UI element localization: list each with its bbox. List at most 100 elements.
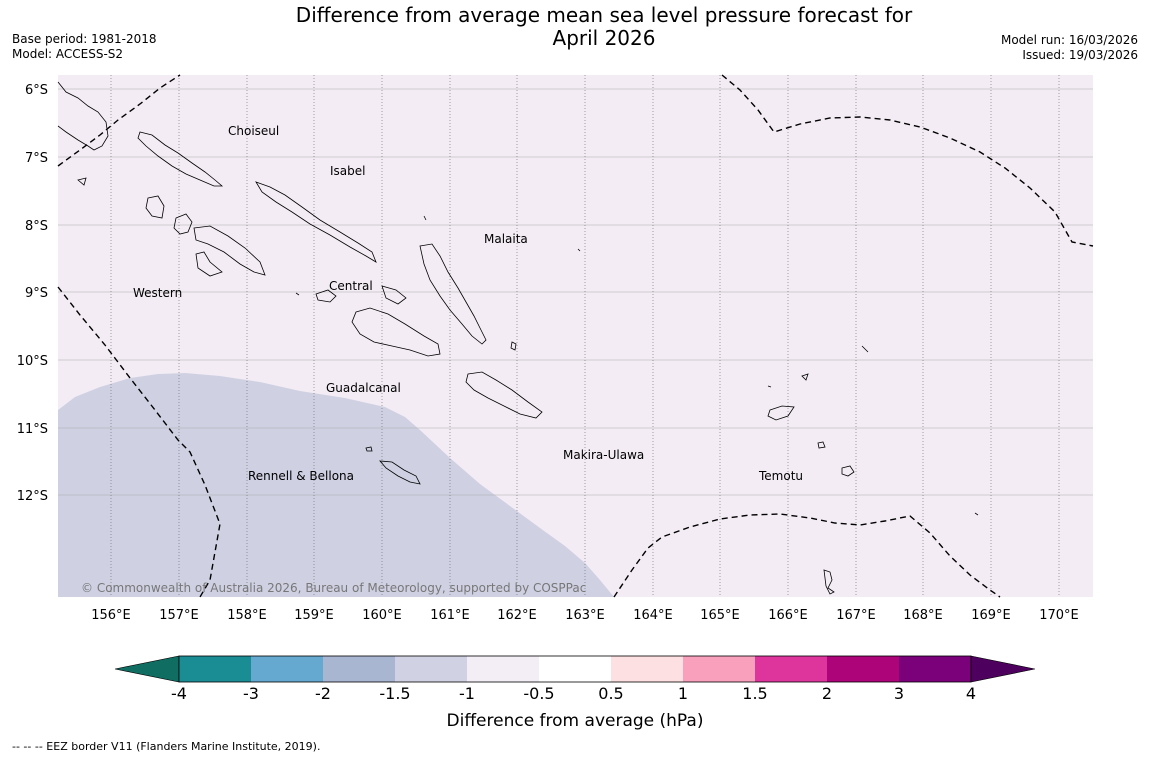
province-label-guadalcanal: Guadalcanal [326,381,401,395]
vanikoro-island [841,465,855,477]
colorbar-tick-labels: -4 -3 -2 -1.5 -1 -0.5 0.5 1 1.5 2 3 4 [171,684,976,703]
province-label-makira-ulawa: Makira-Ulawa [563,448,644,462]
lat-label: 8°S [25,219,48,234]
santa-cruz-island [767,405,795,421]
colorbar-outline [178,655,972,683]
lon-labels: 156°E 157°E 158°E 159°E 160°E 161°E 162°… [91,608,1079,623]
colorbar-extend-low [114,655,180,683]
small-islet [767,385,772,388]
lon-label: 166°E [768,608,808,623]
lon-label: 156°E [91,608,131,623]
title-line-1: Difference from average mean sea level p… [295,3,913,27]
eez-borders [57,74,1094,598]
lon-label: 161°E [430,608,470,623]
lon-label: 162°E [497,608,537,623]
small-islet [295,292,300,296]
isabel-island [255,181,377,263]
lon-label: 170°E [1039,608,1079,623]
colorbar-swatch [323,656,395,682]
colorbar-swatch [251,656,323,682]
base-period-text: Base period: 1981-2018 [12,32,157,46]
colorbar-swatch [611,656,683,682]
longitude-lines [110,75,1060,597]
rennell-island [379,460,421,485]
colorbar-tick-label: -4 [171,684,187,703]
eez-border-southwest [57,286,221,598]
colorbar-tick-label: 1.5 [742,684,767,703]
lon-label: 158°E [227,608,267,623]
small-islet [577,248,581,252]
islands [57,81,979,595]
colorbar-swatch [539,656,611,682]
choiseul-island [137,131,224,187]
model-text: Model: ACCESS-S2 [12,47,124,61]
province-label-rennell-bellona: Rennell & Bellona [248,469,354,483]
eez-border-northeast [721,74,1094,247]
title-line-2: April 2026 [552,26,656,50]
eez-border-northwest [57,74,181,167]
lat-label: 9°S [25,286,48,301]
eez-footnote: -- -- -- EEZ border V11 (Flanders Marine… [12,740,321,753]
lat-label: 10°S [17,354,48,369]
rendova-island [195,251,223,277]
lon-label: 163°E [565,608,605,623]
colorbar-tick-label: -1 [459,684,475,703]
colorbar-swatch [827,656,899,682]
lat-label: 7°S [25,151,48,166]
eez-border-southeast [613,513,1001,598]
small-islet [974,512,979,516]
colorbar-extend-high [970,655,1036,683]
lon-label: 168°E [903,608,943,623]
model-run-text: Model run: 16/03/2026 [1000,33,1138,47]
lon-label: 159°E [294,608,334,623]
chart-title: Difference from average mean sea level p… [0,4,1150,50]
guadalcanal-island [351,307,441,357]
makira-island [465,371,543,419]
province-labels: Choiseul Isabel Malaita Western Central … [133,124,803,483]
malaita-island [419,243,487,345]
nggela-island [315,289,337,303]
lat-label: 12°S [17,489,48,504]
meta-left: Base period: 1981-2018 Model: ACCESS-S2 [12,32,157,62]
ulawa-island [510,341,517,351]
new-georgia-group [193,225,266,276]
colorbar-tick-label: 0.5 [598,684,623,703]
colorbar-tick-label: -1.5 [379,684,410,703]
lon-label: 160°E [362,608,402,623]
russell-island [381,285,407,305]
province-label-temotu: Temotu [758,469,803,483]
new-georgia-island [173,213,193,235]
bougainville-island [57,81,109,151]
province-label-malaita: Malaita [484,232,528,246]
small-islet [77,177,87,186]
colorbar-tick-label: -0.5 [523,684,554,703]
issued-text: Issued: 19/03/2026 [1022,48,1138,62]
colorbar-tick-label: -3 [243,684,259,703]
reef-islands [801,373,809,381]
anomaly-region [58,373,614,597]
colorbar-title: Difference from average (hPa) [447,711,704,731]
colorbar-swatch [899,656,971,682]
colorbar-tick-label: 4 [966,684,976,703]
duff-islands [861,345,869,353]
utupua-island [817,441,826,449]
bellona-island [365,446,373,452]
vella-lavella-island [145,195,165,219]
small-islet [423,215,427,221]
colorbar-swatch [467,656,539,682]
colorbar-swatch [395,656,467,682]
province-label-western: Western [133,286,182,300]
colorbar-tick-label: 2 [822,684,832,703]
lat-label: 6°S [25,83,48,98]
lat-label: 11°S [17,422,48,437]
lat-labels: 6°S 7°S 8°S 9°S 10°S 11°S 12°S [17,83,48,504]
copyright-notice: © Commonwealth of Australia 2026, Bureau… [81,581,586,595]
meta-right: Model run: 16/03/2026 Issued: 19/03/2026 [1001,33,1138,63]
province-label-choiseul: Choiseul [228,124,279,138]
lon-label: 164°E [633,608,673,623]
graticule [58,75,1093,597]
province-label-central: Central [329,279,373,293]
lon-label: 157°E [159,608,199,623]
colorbar-swatch [755,656,827,682]
